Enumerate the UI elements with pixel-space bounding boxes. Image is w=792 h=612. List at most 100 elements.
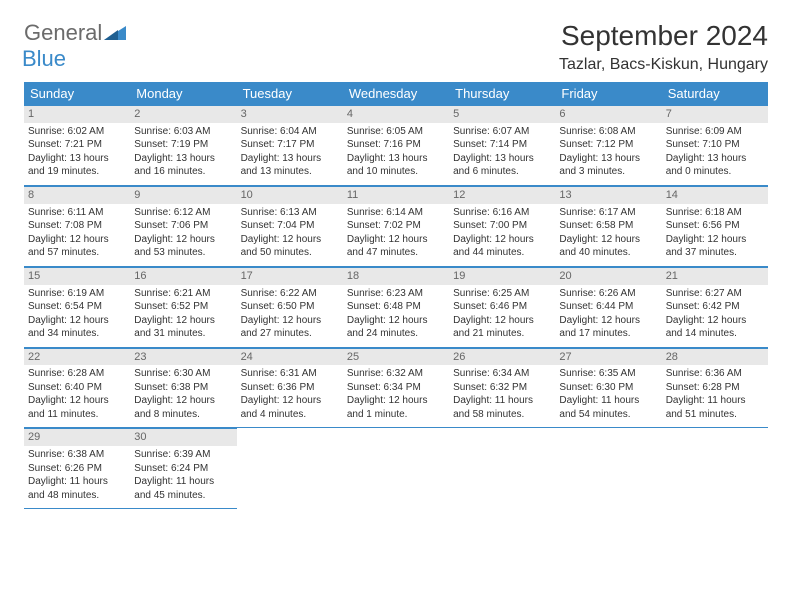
day-number: 24 <box>237 348 343 366</box>
calendar-cell: 24Sunrise: 6:31 AMSunset: 6:36 PMDayligh… <box>237 347 343 428</box>
day-number: 9 <box>130 186 236 204</box>
page-title: September 2024 <box>559 20 768 52</box>
day-details: Sunrise: 6:13 AMSunset: 7:04 PMDaylight:… <box>241 206 339 260</box>
day-details: Sunrise: 6:28 AMSunset: 6:40 PMDaylight:… <box>28 367 126 421</box>
day-details: Sunrise: 6:18 AMSunset: 6:56 PMDaylight:… <box>666 206 764 260</box>
calendar-cell: 8 Sunrise: 6:11 AMSunset: 7:08 PMDaylight… <box>24 185 130 266</box>
weekday-header: Tuesday <box>237 82 343 105</box>
day-number: 21 <box>662 267 768 285</box>
day-details: Sunrise: 6:07 AMSunset: 7:14 PMDaylight:… <box>453 125 551 179</box>
day-details: Sunrise: 6:22 AMSunset: 6:50 PMDaylight:… <box>241 287 339 341</box>
calendar-cell: 15 Sunrise: 6:19 AMSunset: 6:54 PMDayligh… <box>24 266 130 347</box>
calendar-cell: 7Sunrise: 6:09 AMSunset: 7:10 PMDaylight… <box>662 105 768 185</box>
calendar-cell <box>449 428 555 509</box>
calendar-cell: 13 Sunrise: 6:17 AMSunset: 6:58 PMDayligh… <box>555 185 661 266</box>
day-number: 16 <box>130 267 236 285</box>
calendar-cell: 5 Sunrise: 6:07 AMSunset: 7:14 PMDaylight… <box>449 105 555 185</box>
day-details: Sunrise: 6:17 AMSunset: 6:58 PMDaylight:… <box>559 206 657 260</box>
day-number: 1 <box>24 105 130 123</box>
calendar-table: Sunday Monday Tuesday Wednesday Thursday… <box>24 82 768 509</box>
day-number: 15 <box>24 267 130 285</box>
day-details: Sunrise: 6:25 AMSunset: 6:46 PMDaylight:… <box>453 287 551 341</box>
calendar-cell: 18 Sunrise: 6:23 AMSunset: 6:48 PMDayligh… <box>343 266 449 347</box>
day-number: 23 <box>130 348 236 366</box>
day-details: Sunrise: 6:36 AMSunset: 6:28 PMDaylight:… <box>666 367 764 421</box>
calendar-week-row: 8 Sunrise: 6:11 AMSunset: 7:08 PMDaylight… <box>24 185 768 266</box>
calendar-cell <box>662 428 768 509</box>
calendar-week-row: 15 Sunrise: 6:19 AMSunset: 6:54 PMDayligh… <box>24 266 768 347</box>
calendar-week-row: 22Sunrise: 6:28 AMSunset: 6:40 PMDayligh… <box>24 347 768 428</box>
calendar-week-row: 1Sunrise: 6:02 AMSunset: 7:21 PMDaylight… <box>24 105 768 185</box>
logo: General Blue <box>24 20 126 72</box>
calendar-cell: 23Sunrise: 6:30 AMSunset: 6:38 PMDayligh… <box>130 347 236 428</box>
day-number: 11 <box>343 186 449 204</box>
calendar-cell <box>237 428 343 509</box>
day-number: 2 <box>130 105 236 123</box>
logo-text-general: General <box>24 20 102 45</box>
day-details: Sunrise: 6:14 AMSunset: 7:02 PMDaylight:… <box>347 206 445 260</box>
day-number: 22 <box>24 348 130 366</box>
day-number: 10 <box>237 186 343 204</box>
calendar-cell <box>555 428 661 509</box>
day-number: 29 <box>24 428 130 446</box>
calendar-cell: 3 Sunrise: 6:04 AMSunset: 7:17 PMDaylight… <box>237 105 343 185</box>
day-number: 30 <box>130 428 236 446</box>
day-number: 8 <box>24 186 130 204</box>
day-details: Sunrise: 6:31 AMSunset: 6:36 PMDaylight:… <box>241 367 339 421</box>
day-number: 5 <box>449 105 555 123</box>
day-details: Sunrise: 6:12 AMSunset: 7:06 PMDaylight:… <box>134 206 232 260</box>
calendar-cell: 21 Sunrise: 6:27 AMSunset: 6:42 PMDayligh… <box>662 266 768 347</box>
calendar-cell: 11 Sunrise: 6:14 AMSunset: 7:02 PMDayligh… <box>343 185 449 266</box>
day-details: Sunrise: 6:32 AMSunset: 6:34 PMDaylight:… <box>347 367 445 421</box>
calendar-cell: 10 Sunrise: 6:13 AMSunset: 7:04 PMDayligh… <box>237 185 343 266</box>
day-number: 25 <box>343 348 449 366</box>
day-details: Sunrise: 6:38 AMSunset: 6:26 PMDaylight:… <box>28 448 126 502</box>
calendar-cell: 14 Sunrise: 6:18 AMSunset: 6:56 PMDayligh… <box>662 185 768 266</box>
calendar-cell: 26Sunrise: 6:34 AMSunset: 6:32 PMDayligh… <box>449 347 555 428</box>
calendar-cell: 29 Sunrise: 6:38 AMSunset: 6:26 PMDayligh… <box>24 428 130 509</box>
weekday-header: Wednesday <box>343 82 449 105</box>
calendar-cell: 9 Sunrise: 6:12 AMSunset: 7:06 PMDaylight… <box>130 185 236 266</box>
day-number: 20 <box>555 267 661 285</box>
day-number: 12 <box>449 186 555 204</box>
day-details: Sunrise: 6:35 AMSunset: 6:30 PMDaylight:… <box>559 367 657 421</box>
weekday-header: Monday <box>130 82 236 105</box>
calendar-cell: 6Sunrise: 6:08 AMSunset: 7:12 PMDaylight… <box>555 105 661 185</box>
calendar-body: 1Sunrise: 6:02 AMSunset: 7:21 PMDaylight… <box>24 105 768 509</box>
day-details: Sunrise: 6:27 AMSunset: 6:42 PMDaylight:… <box>666 287 764 341</box>
title-block: September 2024 Tazlar, Bacs-Kiskun, Hung… <box>559 20 768 74</box>
day-details: Sunrise: 6:05 AMSunset: 7:16 PMDaylight:… <box>347 125 445 179</box>
day-details: Sunrise: 6:23 AMSunset: 6:48 PMDaylight:… <box>347 287 445 341</box>
header: General Blue September 2024 Tazlar, Bacs… <box>24 20 768 74</box>
day-number: 13 <box>555 186 661 204</box>
day-details: Sunrise: 6:30 AMSunset: 6:38 PMDaylight:… <box>134 367 232 421</box>
day-details: Sunrise: 6:19 AMSunset: 6:54 PMDaylight:… <box>28 287 126 341</box>
day-number: 14 <box>662 186 768 204</box>
weekday-header: Thursday <box>449 82 555 105</box>
day-number: 28 <box>662 348 768 366</box>
day-number: 18 <box>343 267 449 285</box>
calendar-cell: 17 Sunrise: 6:22 AMSunset: 6:50 PMDayligh… <box>237 266 343 347</box>
calendar-cell: 22Sunrise: 6:28 AMSunset: 6:40 PMDayligh… <box>24 347 130 428</box>
day-number: 26 <box>449 348 555 366</box>
calendar-cell: 20Sunrise: 6:26 AMSunset: 6:44 PMDayligh… <box>555 266 661 347</box>
day-details: Sunrise: 6:39 AMSunset: 6:24 PMDaylight:… <box>134 448 232 502</box>
day-details: Sunrise: 6:08 AMSunset: 7:12 PMDaylight:… <box>559 125 657 179</box>
day-number: 3 <box>237 105 343 123</box>
location-text: Tazlar, Bacs-Kiskun, Hungary <box>559 56 768 74</box>
day-details: Sunrise: 6:11 AMSunset: 7:08 PMDaylight:… <box>28 206 126 260</box>
day-details: Sunrise: 6:34 AMSunset: 6:32 PMDaylight:… <box>453 367 551 421</box>
calendar-cell: 16 Sunrise: 6:21 AMSunset: 6:52 PMDayligh… <box>130 266 236 347</box>
calendar-cell: 28Sunrise: 6:36 AMSunset: 6:28 PMDayligh… <box>662 347 768 428</box>
calendar-cell: 30 Sunrise: 6:39 AMSunset: 6:24 PMDayligh… <box>130 428 236 509</box>
day-number: 27 <box>555 348 661 366</box>
day-details: Sunrise: 6:21 AMSunset: 6:52 PMDaylight:… <box>134 287 232 341</box>
calendar-cell: 19 Sunrise: 6:25 AMSunset: 6:46 PMDayligh… <box>449 266 555 347</box>
weekday-header-row: Sunday Monday Tuesday Wednesday Thursday… <box>24 82 768 105</box>
day-details: Sunrise: 6:03 AMSunset: 7:19 PMDaylight:… <box>134 125 232 179</box>
calendar-cell <box>343 428 449 509</box>
logo-text-blue: Blue <box>22 46 66 71</box>
day-details: Sunrise: 6:04 AMSunset: 7:17 PMDaylight:… <box>241 125 339 179</box>
day-number: 17 <box>237 267 343 285</box>
day-number: 19 <box>449 267 555 285</box>
